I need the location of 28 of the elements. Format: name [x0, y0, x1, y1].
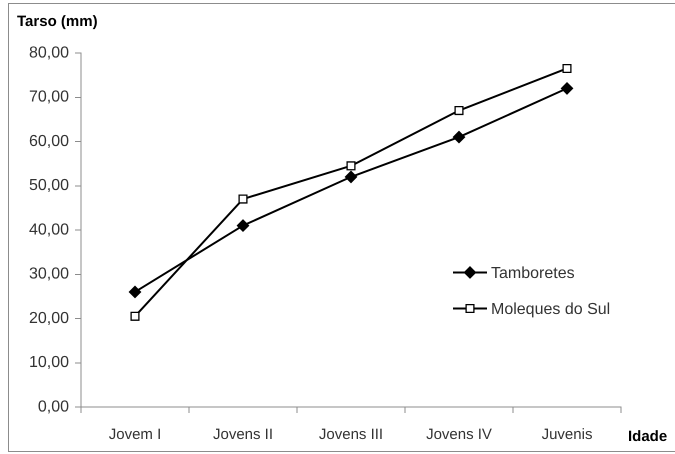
x-axis-title: Idade [628, 428, 668, 446]
x-tick-label: Jovens II [212, 426, 274, 444]
x-tick-label: Jovens IV [426, 426, 492, 444]
legend-label: Tamboretes [491, 264, 575, 282]
point [454, 106, 464, 116]
point [562, 64, 572, 74]
point [128, 286, 142, 298]
y-tick-label: 20,00 [28, 310, 70, 327]
point [344, 170, 358, 184]
y-tick-label: 0,00 [38, 398, 70, 416]
point [130, 312, 140, 321]
point [560, 82, 574, 95]
y-axis-title: Tarso (mm) [17, 13, 98, 30]
legend-label: Moleques do Sul [491, 300, 610, 318]
point [236, 219, 250, 232]
point [346, 161, 356, 170]
point [238, 194, 248, 204]
x-tick-label: Juvenis [542, 426, 592, 444]
point [452, 130, 466, 144]
y-tick-label: 70,00 [28, 88, 70, 106]
x-tick-label: Jovens III [318, 426, 384, 444]
y-tick-label: 40,00 [28, 221, 70, 238]
y-tick-label: 50,00 [28, 177, 70, 194]
y-tick-label: 30,00 [28, 266, 70, 283]
y-tick-label: 10,00 [28, 354, 70, 372]
y-tick-label: 60,00 [28, 132, 70, 150]
x-tick-label: Jovem I [108, 426, 162, 444]
y-tick-label: 80,00 [28, 44, 70, 62]
